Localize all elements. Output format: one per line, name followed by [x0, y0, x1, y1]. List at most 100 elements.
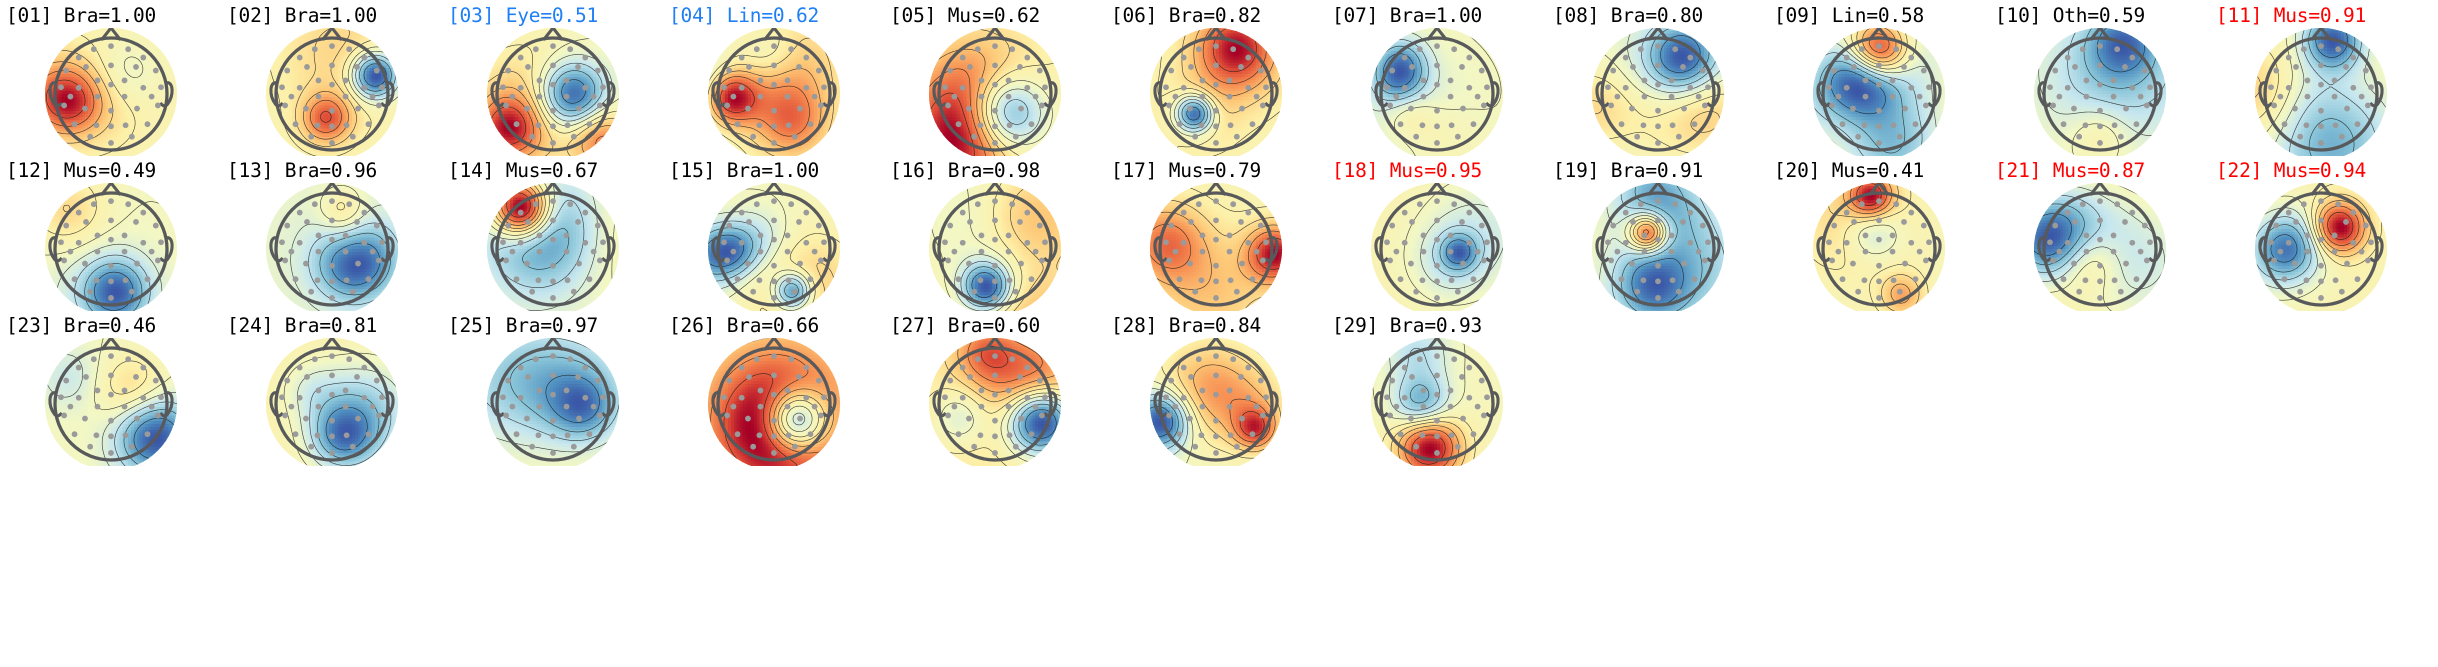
topomap-22[interactable] [2210, 183, 2431, 311]
component-cell-17[interactable]: [17] Mus=0.79 [1105, 159, 1326, 314]
sensor-dot [1213, 450, 1219, 456]
component-cell-12[interactable]: [12] Mus=0.49 [0, 159, 221, 314]
topomap-04[interactable] [663, 28, 884, 156]
sensor-dot [971, 134, 977, 140]
sensor-dot [947, 68, 953, 74]
topomap-19[interactable] [1547, 183, 1768, 311]
sensor-dot [140, 365, 146, 371]
sensor-dot [61, 258, 67, 264]
sensor-dot [784, 249, 790, 255]
topomap-06[interactable] [1105, 28, 1326, 156]
component-cell-26[interactable]: [26] Bra=0.66 [663, 314, 884, 469]
sensor-dot [1622, 240, 1628, 246]
component-cell-07[interactable]: [07] Bra=1.00 [1326, 4, 1547, 159]
sensor-dot [757, 249, 763, 255]
topomap-29[interactable] [1326, 338, 1547, 466]
topomap-27[interactable] [884, 338, 1105, 466]
component-cell-29[interactable]: [29] Bra=0.93 [1326, 314, 1547, 469]
topomap-18[interactable] [1326, 183, 1547, 311]
component-cell-24[interactable]: [24] Bra=0.81 [221, 314, 442, 469]
topomap-14[interactable] [442, 183, 663, 311]
sensor-dot [329, 140, 335, 146]
sensor-dot [1655, 43, 1661, 49]
sensor-dot [1466, 240, 1472, 246]
topomap-16[interactable] [884, 183, 1105, 311]
component-cell-25[interactable]: [25] Bra=0.97 [442, 314, 663, 469]
topomap-08[interactable] [1547, 28, 1768, 156]
component-cell-21[interactable]: [21] Mus=0.87 [1989, 159, 2210, 314]
component-cell-22[interactable]: [22] Mus=0.94 [2210, 159, 2431, 314]
sensor-dot [1434, 217, 1440, 223]
topomap-plot [478, 28, 628, 156]
topomap-02[interactable] [221, 28, 442, 156]
sensor-dot [785, 122, 791, 128]
component-cell-20[interactable]: [20] Mus=0.41 [1768, 159, 1989, 314]
sensor-dot [992, 450, 998, 456]
sensor-dot [1005, 233, 1011, 239]
component-cell-11[interactable]: [11] Mus=0.91 [2210, 4, 2431, 159]
topomap-26[interactable] [663, 338, 884, 466]
component-cell-13[interactable]: [13] Bra=0.96 [221, 159, 442, 314]
component-cell-02[interactable]: [02] Bra=1.00 [221, 4, 442, 159]
component-cell-05[interactable]: [05] Mus=0.62 [884, 4, 1105, 159]
sensor-dot [945, 103, 951, 109]
topomap-20[interactable] [1768, 183, 1989, 311]
sensor-dot [2354, 276, 2360, 282]
sensor-dot [1024, 85, 1030, 91]
sensor-dot [2072, 64, 2078, 70]
sensor-dot [2331, 94, 2337, 100]
component-cell-10[interactable]: [10] Oth=0.59 [1989, 4, 2210, 159]
sensor-dot [1420, 78, 1426, 84]
component-cell-27[interactable]: [27] Bra=0.60 [884, 314, 1105, 469]
sensor-dot [121, 249, 127, 255]
sensor-dot [349, 289, 355, 295]
component-cell-23[interactable]: [23] Bra=0.46 [0, 314, 221, 469]
sensor-dot [1009, 356, 1015, 362]
topomap-09[interactable] [1768, 28, 1989, 156]
component-cell-14[interactable]: [14] Mus=0.67 [442, 159, 663, 314]
component-cell-04[interactable]: [04] Lin=0.62 [663, 4, 884, 159]
topomap-21[interactable] [1989, 183, 2210, 311]
topomap-28[interactable] [1105, 338, 1326, 466]
sensor-dot [1387, 413, 1393, 419]
sensor-dot [1028, 431, 1034, 437]
component-cell-19[interactable]: [19] Bra=0.91 [1547, 159, 1768, 314]
component-cell-15[interactable]: [15] Bra=1.00 [663, 159, 884, 314]
sensor-dot [784, 388, 790, 394]
sensor-dot [2147, 239, 2153, 245]
sensor-dot [784, 404, 790, 410]
topomap-23[interactable] [0, 338, 221, 466]
topomap-13[interactable] [221, 183, 442, 311]
topomap-12[interactable] [0, 183, 221, 311]
component-cell-09[interactable]: [09] Lin=0.58 [1768, 4, 1989, 159]
topomap-25[interactable] [442, 338, 663, 466]
sensor-dot [550, 392, 556, 398]
topomap-11[interactable] [2210, 28, 2431, 156]
topomap-03[interactable] [442, 28, 663, 156]
component-cell-18[interactable]: [18] Mus=0.95 [1326, 159, 1547, 314]
topomap-07[interactable] [1326, 28, 1547, 156]
sensor-dot [1876, 82, 1882, 88]
component-cell-08[interactable]: [08] Bra=0.80 [1547, 4, 1768, 159]
component-cell-06[interactable]: [06] Bra=0.82 [1105, 4, 1326, 159]
component-label-10: [10] Oth=0.59 [1989, 4, 2210, 28]
sensor-dot [2076, 134, 2082, 140]
topomap-05[interactable] [884, 28, 1105, 156]
topomap-17[interactable] [1105, 183, 1326, 311]
topomap-01[interactable] [0, 28, 221, 156]
component-cell-03[interactable]: [03] Eye=0.51 [442, 4, 663, 159]
sensor-dot [308, 134, 314, 140]
sensor-dot [721, 239, 727, 245]
sensor-dot [144, 276, 150, 282]
component-cell-01[interactable]: [01] Bra=1.00 [0, 4, 221, 159]
sensor-dot [791, 444, 797, 450]
sensor-dot [730, 249, 736, 255]
sensor-dot [1028, 276, 1034, 282]
topomap-24[interactable] [221, 338, 442, 466]
sensor-dot [1691, 276, 1697, 282]
component-cell-16[interactable]: [16] Bra=0.98 [884, 159, 1105, 314]
topomap-10[interactable] [1989, 28, 2210, 156]
topomap-15[interactable] [663, 183, 884, 311]
sensor-dot [1012, 134, 1018, 140]
component-cell-28[interactable]: [28] Bra=0.84 [1105, 314, 1326, 469]
